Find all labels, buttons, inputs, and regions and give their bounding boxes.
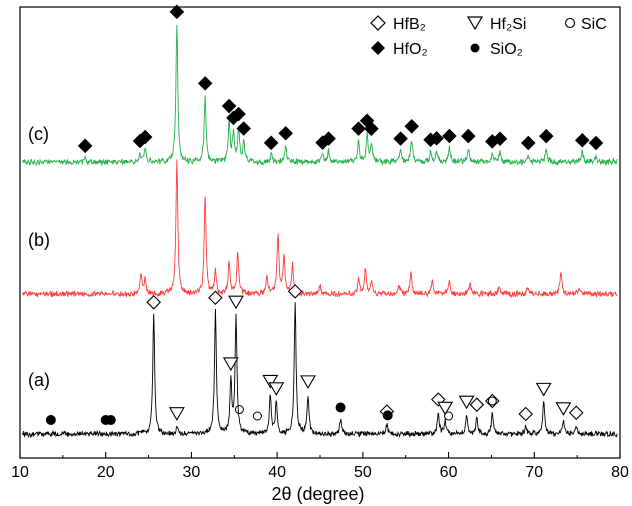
trace-a	[22, 302, 618, 439]
x-tick-label: 70	[525, 464, 543, 481]
sic-marker	[252, 411, 262, 421]
hfb2-marker	[287, 284, 303, 299]
x-tick-label: 10	[11, 464, 29, 481]
hfb2-marker	[485, 393, 500, 409]
hfb2-marker	[208, 290, 223, 306]
x-tick-label: 30	[183, 464, 201, 481]
x-tick-label: 40	[268, 464, 286, 481]
hf2si-marker	[268, 382, 285, 396]
legend-sio2-marker	[470, 43, 480, 53]
hfo2-marker	[521, 135, 536, 151]
sic-marker	[234, 405, 244, 415]
sio2-marker	[45, 415, 56, 425]
hfo2-marker	[278, 125, 293, 141]
hf2si-marker	[458, 395, 475, 410]
hfb2-marker	[469, 397, 485, 412]
hf2si-marker	[168, 407, 185, 421]
hfo2-marker	[539, 128, 554, 144]
hfo2-marker	[263, 135, 279, 151]
hfb2-marker	[569, 405, 584, 421]
hfo2-marker	[169, 4, 185, 20]
sio2-marker	[105, 415, 116, 425]
hfo2-marker	[588, 135, 604, 151]
legend-sio2-label: SiO₂	[490, 41, 523, 58]
legend-hf2si-marker	[466, 16, 484, 31]
hfo2-marker	[231, 106, 246, 122]
hf2si-marker	[222, 357, 239, 372]
hfo2-marker	[351, 121, 366, 136]
traces	[22, 24, 618, 439]
legend-hfo2-marker	[371, 41, 385, 55]
hf2si-marker	[535, 382, 552, 397]
hfo2-marker	[575, 132, 590, 148]
sio2-marker	[335, 402, 346, 413]
hf2si-marker	[262, 374, 279, 389]
legend-sic-label: SiC	[581, 16, 607, 33]
trace-b	[22, 159, 618, 299]
legend: HfB₂ Hf₂Si SiC HfO₂ SiO₂	[370, 15, 607, 58]
hfo2-marker	[197, 76, 213, 91]
plot-frame	[19, 6, 621, 459]
hfo2-marker	[364, 121, 379, 136]
hfo2-marker	[77, 138, 93, 154]
legend-hf2si-label: Hf₂Si	[490, 16, 526, 33]
x-axis-title: 2θ (degree)	[271, 484, 364, 504]
hfo2-marker	[321, 131, 336, 146]
hfo2-marker	[236, 121, 251, 136]
hfo2-marker	[137, 129, 153, 145]
legend-hfo2-label: HfO₂	[393, 41, 428, 58]
phase-markers	[45, 4, 604, 425]
hfo2-marker	[221, 98, 237, 114]
x-tick-label: 50	[354, 464, 372, 481]
hfo2-marker	[404, 119, 419, 134]
hfo2-marker	[429, 131, 444, 146]
hfb2-marker	[518, 406, 533, 422]
sic-marker	[487, 396, 497, 406]
series-label-b: (b)	[28, 230, 50, 250]
trace-c	[22, 24, 618, 167]
hf2si-marker	[228, 295, 244, 310]
hfo2-marker	[393, 131, 408, 146]
legend-hfb2-label: HfB₂	[393, 16, 426, 33]
x-axis: 10 20 30 40 50 60 70 80	[11, 452, 629, 481]
x-tick-label: 60	[440, 464, 458, 481]
hfo2-marker	[461, 128, 476, 144]
sio2-marker	[382, 410, 393, 421]
legend-hfb2-marker	[370, 15, 386, 31]
hf2si-marker	[300, 375, 316, 389]
legend-sic-marker	[564, 17, 576, 29]
series-label-c: (c)	[28, 124, 49, 144]
hf2si-marker	[555, 402, 572, 416]
hfo2-marker	[442, 128, 457, 144]
sic-marker	[444, 411, 454, 421]
hfo2-marker	[492, 131, 508, 147]
x-tick-label: 80	[611, 464, 629, 481]
hfb2-marker	[146, 295, 161, 310]
x-tick-label: 20	[97, 464, 115, 481]
series-label-a: (a)	[28, 370, 50, 390]
hf2si-marker	[437, 401, 454, 416]
